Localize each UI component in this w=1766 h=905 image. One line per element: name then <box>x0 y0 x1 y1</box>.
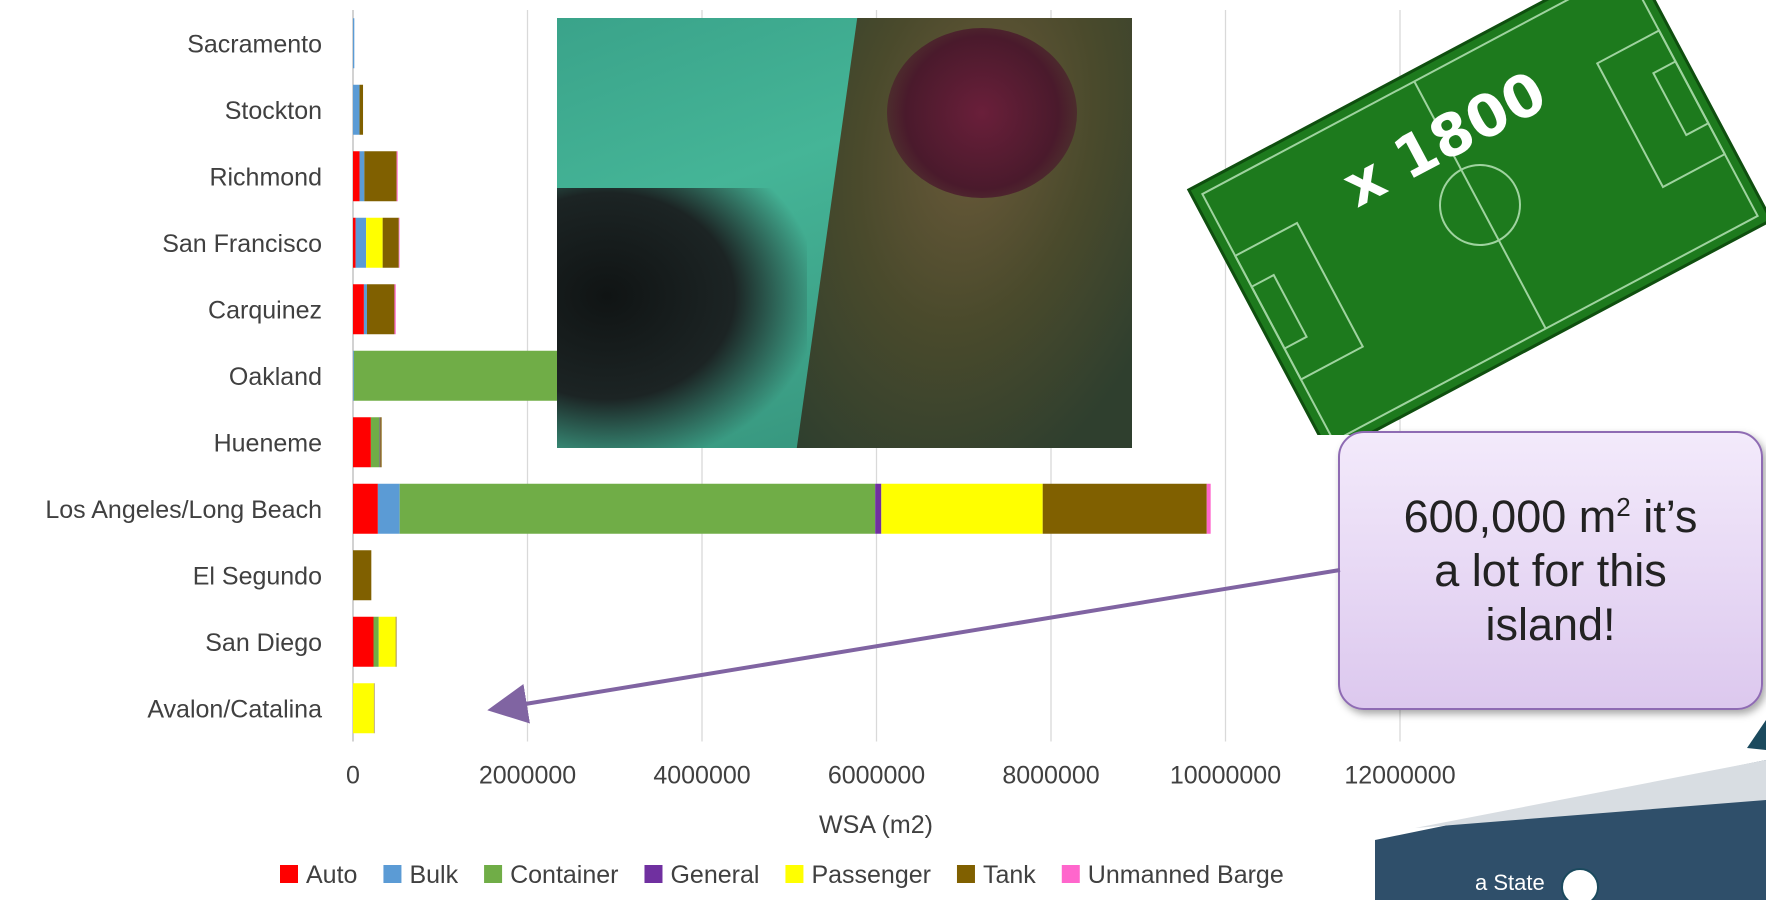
bar-segment <box>398 217 400 268</box>
category-label: El Segundo <box>193 562 322 590</box>
bar-segment <box>370 417 380 468</box>
bar-segment <box>353 616 374 667</box>
category-label: Carquinez <box>208 296 322 324</box>
legend-entry: Passenger <box>811 861 931 889</box>
legend-swatch <box>484 865 503 883</box>
legend-entry: Bulk <box>409 861 458 889</box>
legend-entry: Auto <box>306 861 357 889</box>
bar-segment <box>1042 483 1207 534</box>
legend-swatch <box>383 865 402 883</box>
legend-swatch <box>956 865 975 883</box>
x-tick-label: 8000000 <box>1002 762 1099 790</box>
legend-swatch <box>280 865 298 883</box>
legend-entry: Container <box>510 861 618 889</box>
category-label: Hueneme <box>214 429 322 457</box>
underwater-hull-photo <box>557 18 1132 448</box>
bar-segment <box>353 18 355 69</box>
bar-segment <box>353 284 364 335</box>
category-label: Richmond <box>209 163 322 191</box>
category-label: Stockton <box>225 97 322 125</box>
diver-silhouette <box>557 188 807 448</box>
x-axis-title: WSA (m2) <box>819 811 933 839</box>
category-label: San Diego <box>205 629 322 657</box>
category-label: Sacramento <box>187 30 322 58</box>
callout-box: 600,000 m2 it’s a lot for this island! <box>1338 431 1763 710</box>
biofouling-growth <box>887 28 1077 198</box>
legend-swatch <box>1061 865 1080 883</box>
bar-segment <box>353 217 356 268</box>
x-tick-label: 0 <box>346 762 360 790</box>
callout-line-2: a lot for this <box>1434 544 1667 596</box>
bar-segment <box>875 483 882 534</box>
bar-segment <box>353 550 372 601</box>
soccer-field-graphic: x 1800 <box>1135 0 1766 457</box>
bar-segment <box>359 151 365 202</box>
legend-entry: Unmanned Barge <box>1088 861 1284 889</box>
bar-segment <box>399 483 876 534</box>
bar-segment <box>364 151 397 202</box>
seal-icon <box>1561 868 1599 905</box>
bar-segment <box>373 683 375 734</box>
category-label: Oakland <box>229 363 322 391</box>
legend-entry: Tank <box>983 861 1036 889</box>
corner-text: a State <box>1475 870 1545 895</box>
bar-segment <box>379 417 381 468</box>
bar-segment <box>359 84 364 135</box>
bar-segment <box>353 683 374 734</box>
category-label: Los Angeles/Long Beach <box>45 496 322 524</box>
legend: Auto Bulk Container General Passenger Tank Unm… <box>280 861 1284 889</box>
bar-segment <box>1206 483 1211 534</box>
bar-segment <box>353 483 378 534</box>
bar-segment <box>353 151 360 202</box>
corner-decoration: a State <box>1375 700 1766 905</box>
bar-segment <box>353 350 354 401</box>
callout-line-3: island! <box>1485 598 1616 650</box>
category-label: San Francisco <box>162 230 322 258</box>
x-tick-labels: 0 2000000 4000000 6000000 8000000 10000000 120… <box>346 762 1456 790</box>
bar-segment <box>353 417 371 468</box>
bar-segment <box>363 284 367 335</box>
x-tick-label: 6000000 <box>828 762 925 790</box>
legend-swatch <box>644 865 663 883</box>
legend-swatch <box>785 865 804 883</box>
bar-segment <box>881 483 1043 534</box>
bar-segment <box>394 284 396 335</box>
category-label: Avalon/Catalina <box>147 695 322 723</box>
x-tick-label: 10000000 <box>1170 762 1281 790</box>
bar-segment <box>382 217 399 268</box>
category-labels: Sacramento Stockton Richmond San Francisco C… <box>45 30 322 723</box>
bar-segment <box>353 84 360 135</box>
x-tick-label: 12000000 <box>1344 762 1455 790</box>
x-tick-label: 4000000 <box>653 762 750 790</box>
bar-segment <box>377 483 400 534</box>
bar-segment <box>366 284 395 335</box>
bar-segment <box>380 417 382 468</box>
bar-segment <box>395 616 397 667</box>
callout-line-1: 600,000 m2 it’s <box>1403 490 1698 542</box>
bar-segment <box>373 616 379 667</box>
legend-entry: General <box>670 861 759 889</box>
bar-segment <box>396 151 398 202</box>
bar-segment <box>355 217 367 268</box>
bar-segment <box>378 616 396 667</box>
bar-segment <box>366 217 383 268</box>
x-tick-label: 2000000 <box>479 762 576 790</box>
